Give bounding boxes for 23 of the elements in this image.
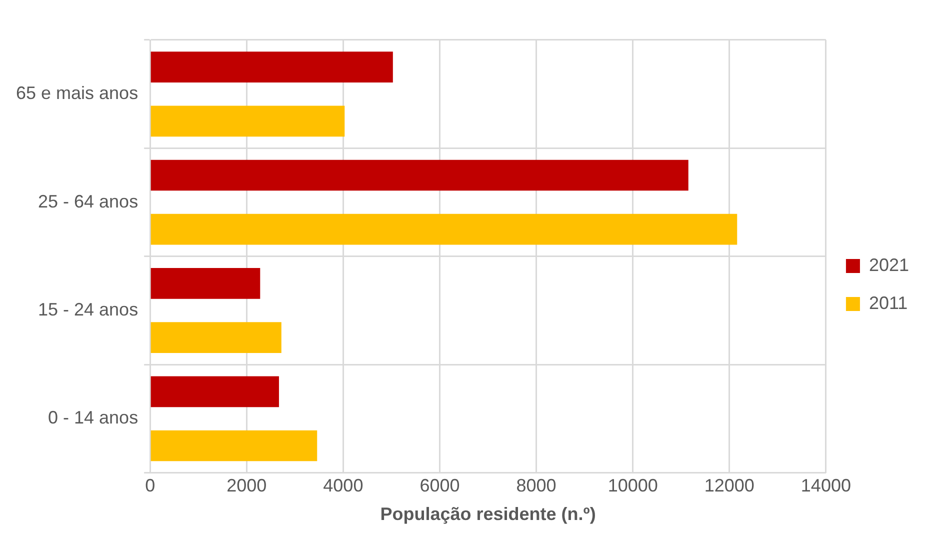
bar [150,106,345,137]
y-tick-label: 0 - 14 anos [48,408,138,428]
bar [150,268,260,299]
x-tick-label: 12000 [704,476,754,496]
legend-label: 2021 [868,254,910,275]
y-tick-label: 65 e mais anos [16,83,138,104]
x-tick-label: 0 [145,476,156,496]
bar [150,430,318,462]
bar [150,52,393,82]
x-axis-title: População residente (n.º) [380,504,596,524]
bar [150,322,282,353]
legend-label: 2011 [868,292,908,313]
x-tick-label: 4000 [323,476,364,496]
bar [150,376,279,408]
x-tick-label: 14000 [800,476,851,496]
x-tick-label: 10000 [608,476,658,496]
bar [150,214,738,245]
y-tick-label: 15 - 24 anos [38,299,138,320]
x-tick-label: 8000 [516,476,556,496]
y-tick-label: 25 - 64 anos [38,191,138,212]
x-tick-label: 2000 [226,476,267,496]
x-tick-label: 6000 [420,476,460,496]
bar [150,160,688,191]
